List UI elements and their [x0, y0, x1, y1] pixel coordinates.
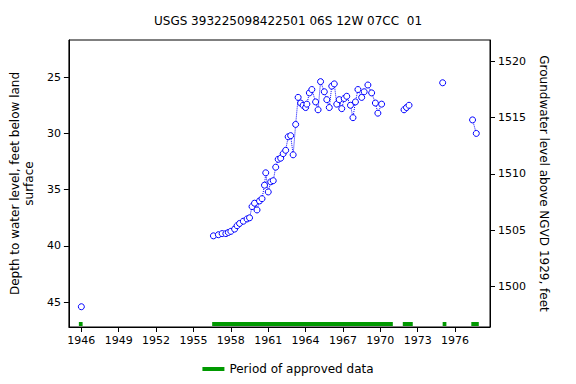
- svg-text:25: 25: [47, 71, 61, 84]
- svg-text:1949: 1949: [105, 334, 133, 347]
- svg-text:1961: 1961: [254, 334, 282, 347]
- svg-text:1958: 1958: [217, 334, 245, 347]
- svg-text:45: 45: [47, 296, 61, 309]
- svg-text:Period of approved data: Period of approved data: [229, 362, 373, 376]
- svg-text:surface: surface: [22, 161, 36, 205]
- svg-text:35: 35: [47, 183, 61, 196]
- svg-text:1500: 1500: [498, 280, 526, 293]
- svg-text:1964: 1964: [292, 334, 320, 347]
- svg-text:1970: 1970: [366, 334, 394, 347]
- svg-text:1946: 1946: [67, 334, 95, 347]
- svg-text:USGS 393225098422501 06S 12W 0: USGS 393225098422501 06S 12W 07CC 01: [154, 14, 422, 28]
- svg-text:1505: 1505: [498, 224, 526, 237]
- svg-text:40: 40: [47, 239, 61, 252]
- svg-text:1976: 1976: [441, 334, 469, 347]
- svg-text:30: 30: [47, 127, 61, 140]
- svg-text:Groundwater level above NGVD 1: Groundwater level above NGVD 1929, feet: [537, 55, 551, 312]
- svg-text:1520: 1520: [498, 55, 526, 68]
- svg-text:1955: 1955: [179, 334, 207, 347]
- svg-text:Depth to water level, feet bel: Depth to water level, feet below land: [8, 72, 22, 295]
- svg-text:1973: 1973: [404, 334, 432, 347]
- svg-text:1510: 1510: [498, 167, 526, 180]
- svg-text:1967: 1967: [329, 334, 357, 347]
- svg-text:1952: 1952: [142, 334, 170, 347]
- svg-text:1515: 1515: [498, 111, 526, 124]
